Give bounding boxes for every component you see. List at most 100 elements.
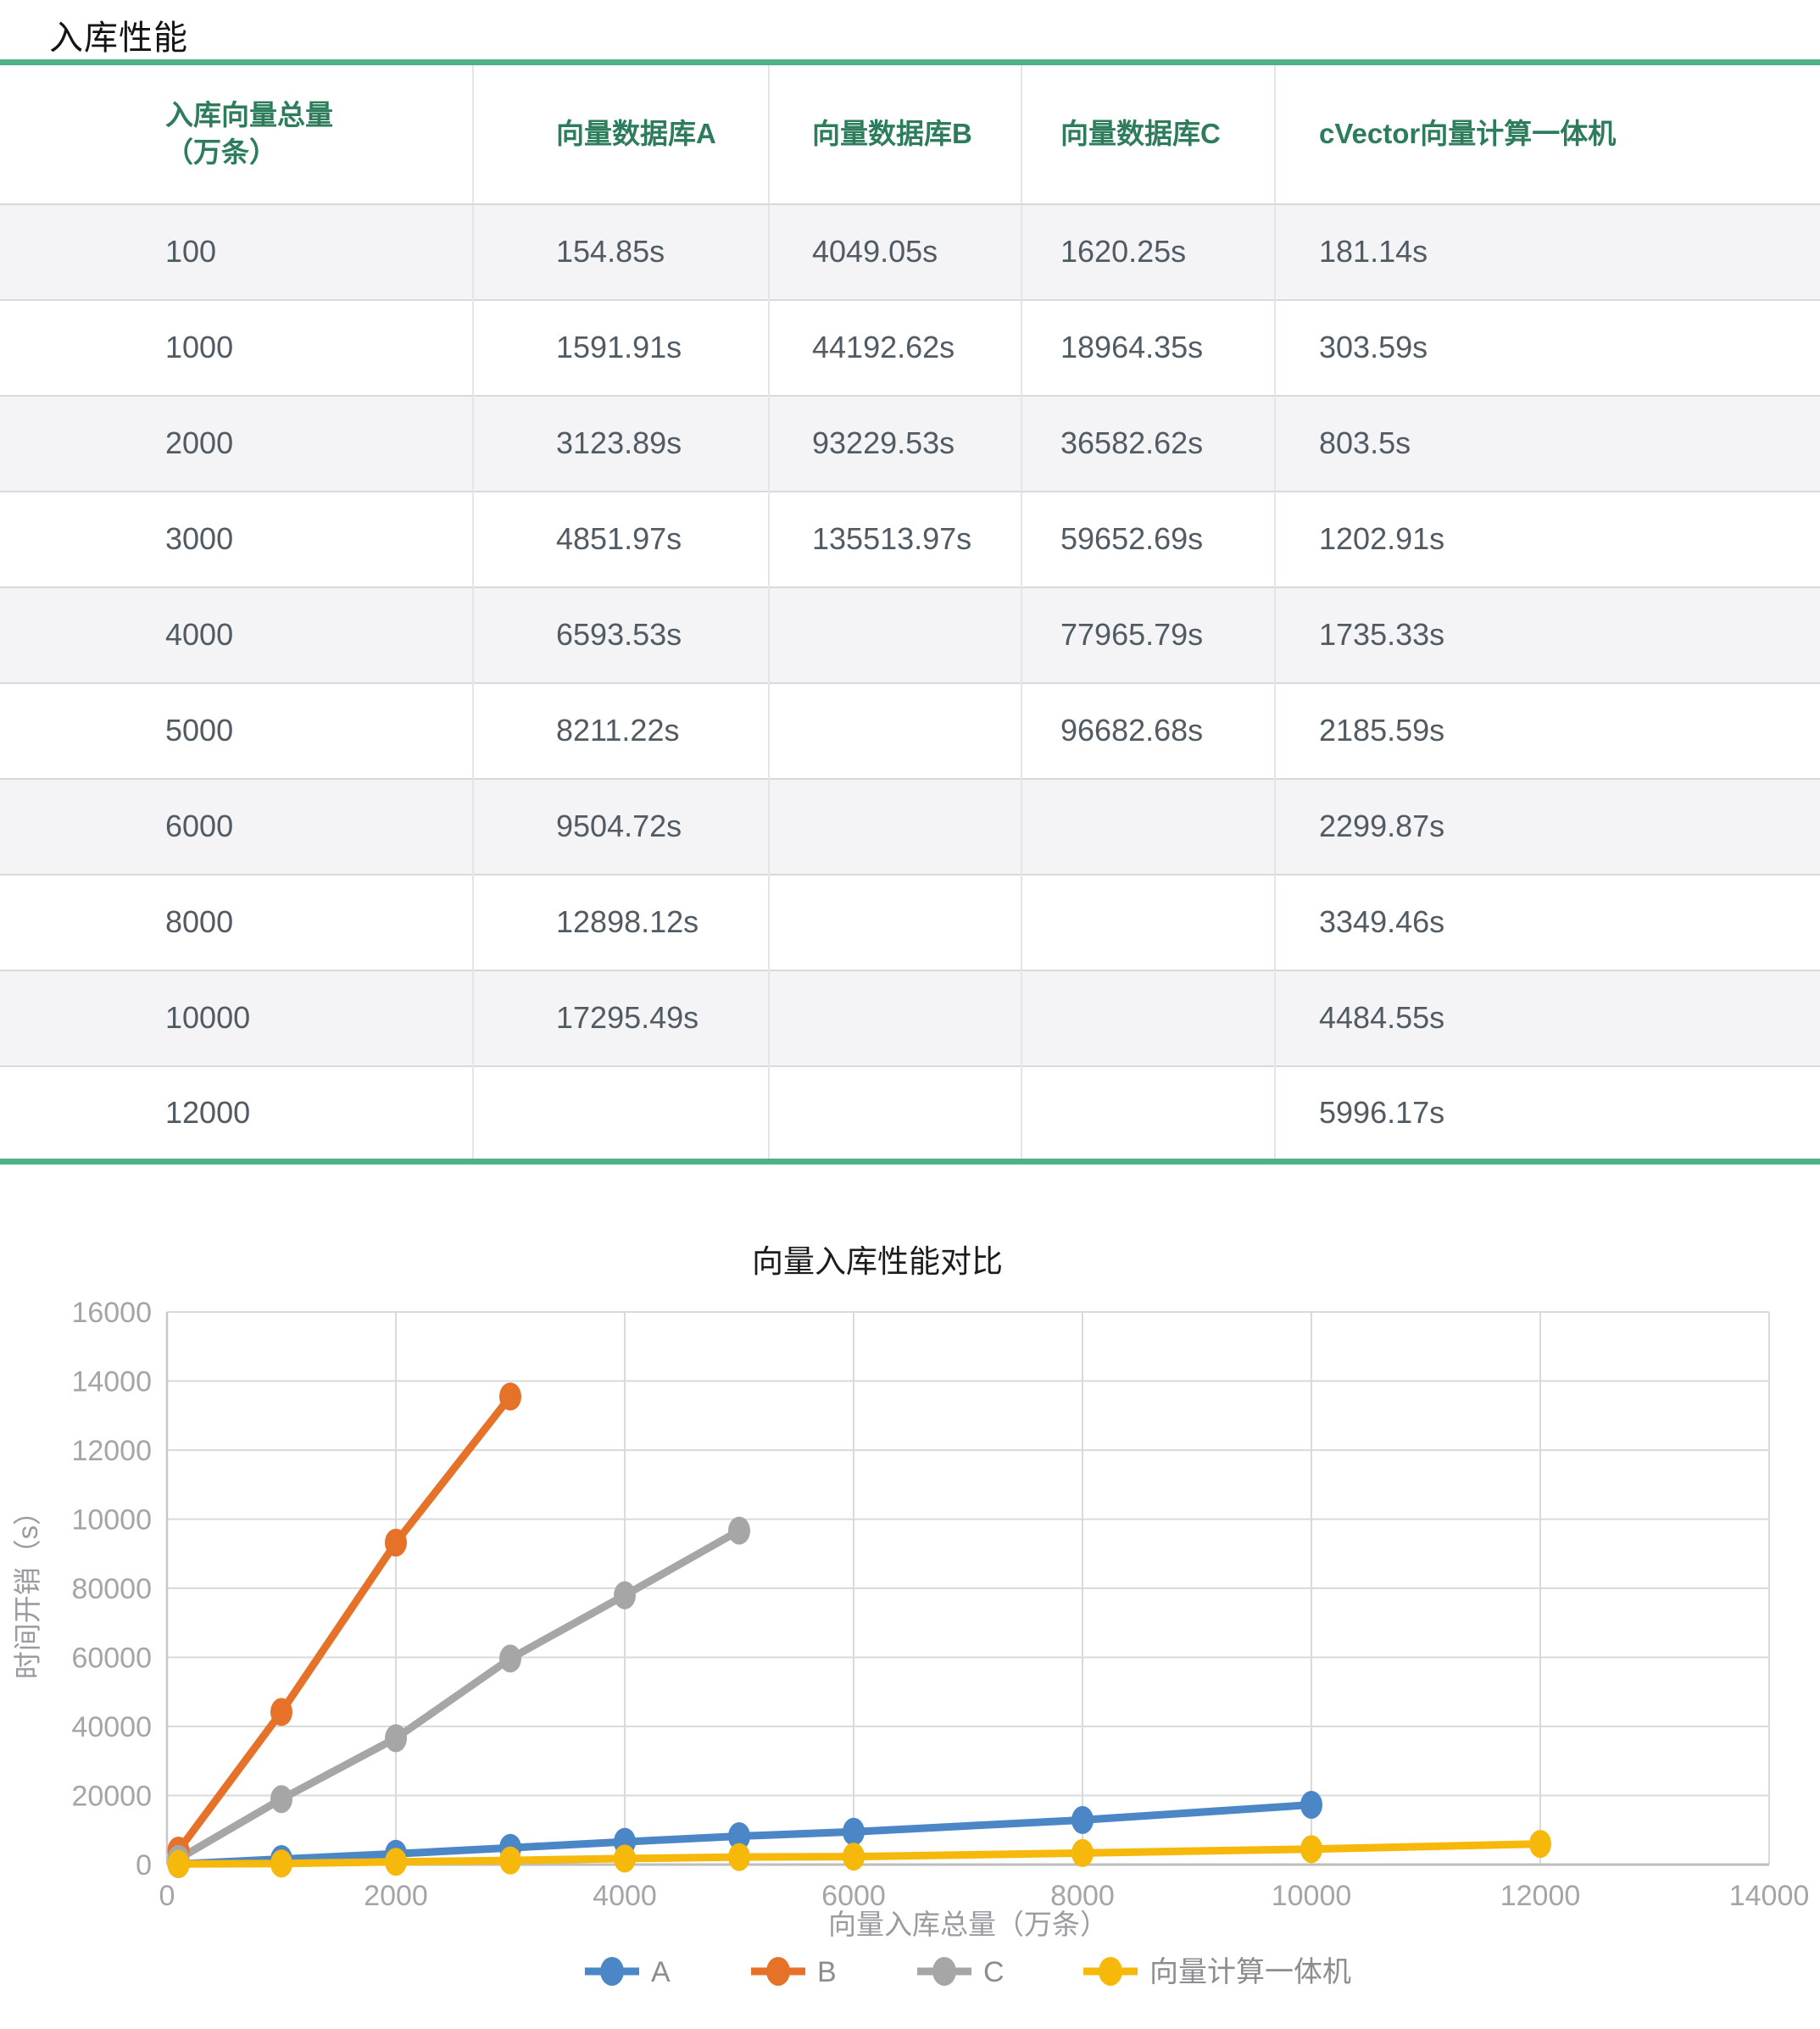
time-value-cell: 44192.62s xyxy=(769,299,1022,396)
series-marker-c xyxy=(270,1785,292,1814)
y-tick-label: 60000 xyxy=(71,1643,152,1675)
time-value-cell: 17295.49s xyxy=(473,970,770,1066)
time-value-cell: 4851.97s xyxy=(473,491,770,587)
legend-marker-c xyxy=(932,1957,956,1986)
time-value-cell: 135513.97s xyxy=(769,491,1022,587)
time-value-cell: 36582.62s xyxy=(1021,395,1276,492)
legend-label-cvector: 向量计算一体机 xyxy=(1149,1956,1351,1988)
y-tick-label: 40000 xyxy=(71,1711,152,1743)
x-tick-label: 12000 xyxy=(1500,1880,1581,1912)
time-value-cell: 12898.12s xyxy=(473,874,770,970)
row-total-cell: 1000 xyxy=(0,299,474,396)
table-row-12000: 12000 5996.17s xyxy=(0,1065,1820,1162)
time-value-cell xyxy=(769,682,1022,779)
time-value-cell: 2299.87s xyxy=(1319,809,1445,843)
column-header-db-c: 向量数据库C xyxy=(1021,62,1276,205)
series-line-cvector xyxy=(175,1840,1544,1868)
time-value-cell xyxy=(769,586,1022,683)
table-row-6000: 6000 9504.72s 2299.87s xyxy=(0,778,1820,875)
x-tick-label: 6000 xyxy=(821,1880,886,1912)
time-value-cell xyxy=(1021,874,1276,970)
series-marker-cvector xyxy=(728,1843,750,1871)
row-total-cell: 12000 xyxy=(0,1065,474,1162)
time-value-cell: 1620.25s xyxy=(1021,203,1276,300)
time-value-cell: 181.14s xyxy=(1319,234,1428,269)
legend-label-b: B xyxy=(817,1956,837,1988)
ingest-performance-line-chart: 1600014000120001000080000600004000020000… xyxy=(12,1244,1809,1988)
y-tick-label: 0 xyxy=(136,1849,152,1882)
row-total-cell: 5000 xyxy=(0,682,474,779)
y-tick-label: 10000 xyxy=(71,1504,152,1537)
time-value-cell xyxy=(1021,778,1276,875)
table-row-10000: 10000 17295.49s 4484.55s xyxy=(0,970,1820,1066)
time-value-cell xyxy=(769,970,1022,1066)
time-value-cell xyxy=(769,874,1022,970)
series-marker-a xyxy=(1071,1805,1094,1834)
series-marker-a xyxy=(728,1822,750,1850)
chart-title: 向量入库性能对比 xyxy=(752,1244,1003,1279)
x-tick-label: 2000 xyxy=(364,1880,428,1912)
time-value-cell: 303.59s xyxy=(1319,330,1428,364)
table-row-5000: 5000 8211.22s 96682.68s 2185.59s xyxy=(0,682,1820,779)
x-tick-label: 0 xyxy=(159,1880,175,1912)
legend-marker-cvector xyxy=(1099,1957,1122,1986)
series-marker-cvector xyxy=(167,1849,190,1878)
page-title: 入库性能 xyxy=(49,19,188,57)
table-row-3000: 3000 4851.97s 135513.97s 59652.69s 1202.91s xyxy=(0,491,1820,587)
y-tick-label: 20000 xyxy=(71,1781,152,1813)
time-value-cell xyxy=(1021,1065,1276,1162)
series-marker-cvector xyxy=(1300,1835,1322,1864)
storage-performance-table: 入库向量总量 （万条） 向量数据库A 向量数据库B 向量数据库C cVector… xyxy=(0,59,1820,1165)
time-value-cell: 803.5s xyxy=(1319,425,1411,460)
x-tick-label: 4000 xyxy=(593,1880,657,1912)
table-header-row: 入库向量总量 （万条） 向量数据库A 向量数据库B 向量数据库C cVector… xyxy=(0,62,1820,205)
time-value-cell: 9504.72s xyxy=(473,778,770,875)
series-marker-cvector xyxy=(843,1843,865,1871)
y-tick-label: 80000 xyxy=(71,1573,152,1605)
time-value-cell: 1202.91s xyxy=(1319,521,1445,556)
series-marker-cvector xyxy=(270,1849,292,1878)
y-tick-label: 16000 xyxy=(71,1297,152,1329)
row-total-cell: 4000 xyxy=(0,586,474,683)
time-value-cell: 8211.22s xyxy=(473,682,770,779)
series-marker-b xyxy=(499,1382,521,1411)
series-marker-c xyxy=(728,1516,750,1545)
time-value-cell xyxy=(769,1065,1022,1162)
row-total-cell: 10000 xyxy=(0,970,474,1066)
series-marker-b xyxy=(270,1698,292,1726)
column-header-total-line1: 入库向量总量 xyxy=(165,98,333,131)
table-body: 100 154.85s 4049.05s 1620.25s 181.14s 1000 159… xyxy=(0,203,1820,1162)
column-header-total-line2: （万条） xyxy=(165,136,277,169)
x-axis-title: 向量入库总量（万条） xyxy=(828,1909,1108,1940)
row-total-cell: 2000 xyxy=(0,395,474,492)
series-marker-c xyxy=(385,1724,407,1753)
time-value-cell: 4049.05s xyxy=(769,203,1022,300)
legend-label-c: C xyxy=(983,1956,1005,1988)
series-marker-c xyxy=(614,1581,636,1609)
time-value-cell xyxy=(769,778,1022,875)
table-row-2000: 2000 3123.89s 93229.53s 36582.62s 803.5s xyxy=(0,395,1820,492)
legend-label-a: A xyxy=(651,1956,671,1988)
series-marker-a xyxy=(1300,1791,1322,1819)
series-marker-cvector xyxy=(499,1846,521,1875)
time-value-cell: 154.85s xyxy=(473,203,770,300)
row-total-cell: 100 xyxy=(0,203,474,300)
series-marker-c xyxy=(499,1644,521,1673)
row-total-cell: 8000 xyxy=(0,874,474,970)
time-value-cell: 3123.89s xyxy=(473,395,770,492)
time-value-cell: 1591.91s xyxy=(473,299,770,396)
time-value-cell xyxy=(1021,970,1276,1066)
row-total-cell: 3000 xyxy=(0,491,474,587)
table-row-8000: 8000 12898.12s 3349.46s xyxy=(0,874,1820,970)
series-marker-a xyxy=(843,1817,865,1846)
series-line-b xyxy=(175,1393,515,1854)
time-value-cell: 93229.53s xyxy=(769,395,1022,492)
series-marker-b xyxy=(385,1528,407,1557)
series-marker-cvector xyxy=(1529,1830,1551,1859)
legend-marker-a xyxy=(600,1957,624,1986)
series-marker-cvector xyxy=(385,1848,407,1876)
time-value-cell: 1735.33s xyxy=(1319,617,1445,652)
table-header: 入库向量总量 （万条） 向量数据库A 向量数据库B 向量数据库C cVector… xyxy=(0,62,1820,205)
y-tick-label: 12000 xyxy=(71,1435,152,1467)
series-line-c xyxy=(175,1526,743,1863)
